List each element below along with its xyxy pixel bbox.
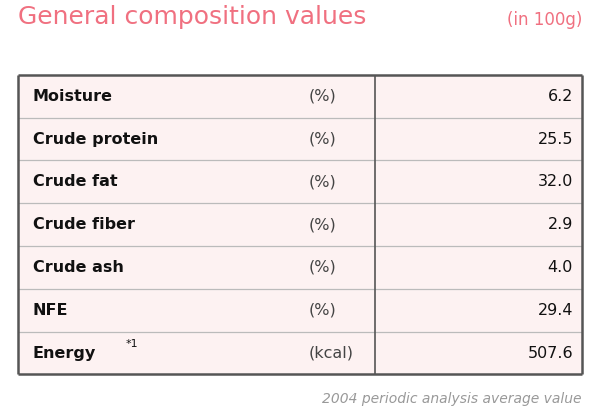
Text: Moisture: Moisture bbox=[33, 89, 113, 104]
Text: Crude fiber: Crude fiber bbox=[33, 217, 135, 232]
Text: 507.6: 507.6 bbox=[527, 346, 573, 361]
Text: (kcal): (kcal) bbox=[309, 346, 354, 361]
Text: 32.0: 32.0 bbox=[538, 174, 573, 189]
Text: General composition values: General composition values bbox=[18, 5, 367, 29]
Text: (%): (%) bbox=[309, 260, 337, 275]
Text: (%): (%) bbox=[309, 131, 337, 146]
Text: Energy: Energy bbox=[33, 346, 96, 361]
Text: 25.5: 25.5 bbox=[538, 131, 573, 146]
Text: *1: *1 bbox=[126, 339, 139, 349]
Text: 2.9: 2.9 bbox=[548, 217, 573, 232]
Text: 29.4: 29.4 bbox=[538, 303, 573, 318]
Text: Crude ash: Crude ash bbox=[33, 260, 124, 275]
Text: Crude protein: Crude protein bbox=[33, 131, 158, 146]
Text: (%): (%) bbox=[309, 174, 337, 189]
Text: 6.2: 6.2 bbox=[548, 89, 573, 104]
Text: NFE: NFE bbox=[33, 303, 68, 318]
Text: (in 100g): (in 100g) bbox=[506, 11, 582, 29]
Text: (%): (%) bbox=[309, 217, 337, 232]
Text: (%): (%) bbox=[309, 89, 337, 104]
Text: 4.0: 4.0 bbox=[548, 260, 573, 275]
Bar bbox=[18, 75, 582, 374]
Text: (%): (%) bbox=[309, 303, 337, 318]
Text: 2004 periodic analysis average value: 2004 periodic analysis average value bbox=[323, 391, 582, 406]
Text: Crude fat: Crude fat bbox=[33, 174, 118, 189]
